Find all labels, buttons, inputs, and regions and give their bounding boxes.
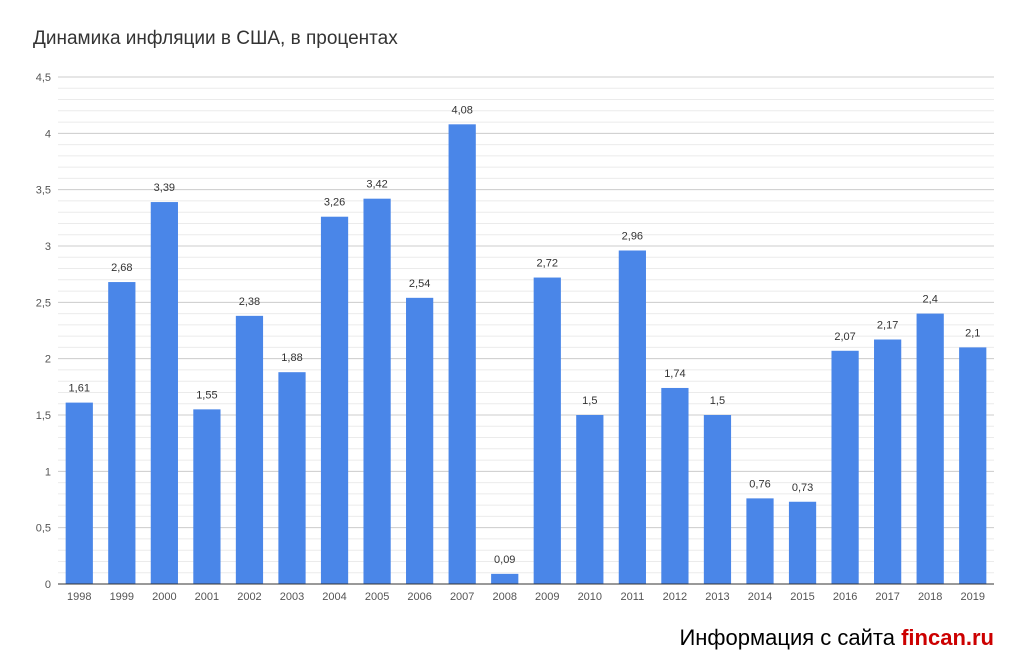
bar-1999[interactable] bbox=[108, 282, 136, 584]
bar-2015[interactable] bbox=[788, 501, 817, 584]
x-tick-label-2012: 2012 bbox=[663, 591, 687, 603]
bar-2005[interactable] bbox=[363, 198, 391, 584]
y-tick-label: 3 bbox=[45, 241, 51, 253]
bar-2003[interactable] bbox=[278, 372, 306, 584]
x-tick-label-2003: 2003 bbox=[280, 591, 304, 603]
data-label-2016: 2,07 bbox=[834, 331, 855, 343]
x-tick-label-2005: 2005 bbox=[365, 591, 389, 603]
data-label-2012: 1,74 bbox=[664, 368, 685, 380]
bar-2019[interactable] bbox=[959, 347, 987, 584]
y-axis-ticks: 0 0,5 1 1,5 2 2,5 3 3,5 4 4,5 bbox=[36, 72, 51, 591]
bar-2012[interactable] bbox=[661, 387, 689, 584]
bar-2000[interactable] bbox=[150, 202, 178, 584]
data-label-2001: 1,55 bbox=[196, 389, 217, 401]
data-label-2011: 2,96 bbox=[622, 231, 643, 243]
x-tick-label-2010: 2010 bbox=[578, 591, 602, 603]
x-tick-label-2016: 2016 bbox=[833, 591, 857, 603]
bar-2017[interactable] bbox=[874, 339, 902, 584]
data-label-2013: 1,5 bbox=[710, 395, 725, 407]
source-prefix: Информация с сайта bbox=[679, 625, 902, 650]
bar-2007[interactable] bbox=[448, 124, 476, 584]
source-site-link[interactable]: fincan.ru bbox=[901, 625, 994, 650]
x-tick-label-1998: 1998 bbox=[67, 591, 91, 603]
bar-2014[interactable] bbox=[746, 498, 774, 584]
x-tick-label-2007: 2007 bbox=[450, 591, 474, 603]
y-tick-label: 2,5 bbox=[36, 297, 51, 309]
y-tick-label: 1 bbox=[45, 466, 51, 478]
bar-2009[interactable] bbox=[533, 277, 561, 584]
x-tick-label-2006: 2006 bbox=[407, 591, 431, 603]
data-label-2009: 2,72 bbox=[537, 258, 558, 270]
x-tick-label-2014: 2014 bbox=[748, 591, 772, 603]
data-label-1999: 2,68 bbox=[111, 262, 132, 274]
x-tick-label-2000: 2000 bbox=[152, 591, 176, 603]
y-tick-label: 2 bbox=[45, 354, 51, 366]
x-tick-label-2015: 2015 bbox=[790, 591, 814, 603]
bar-2013[interactable] bbox=[703, 415, 732, 584]
x-tick-label-2019: 2019 bbox=[960, 591, 984, 603]
y-tick-label: 0,5 bbox=[36, 523, 51, 535]
data-label-2002: 2,38 bbox=[239, 296, 260, 308]
data-label-2018: 2,4 bbox=[923, 294, 938, 306]
data-label-2017: 2,17 bbox=[877, 320, 898, 332]
data-label-2008: 0,09 bbox=[494, 554, 515, 566]
data-label-1998: 1,61 bbox=[69, 383, 90, 395]
bar-2016[interactable] bbox=[831, 350, 859, 584]
x-tick-label-2011: 2011 bbox=[621, 591, 645, 603]
data-labels: 1,61 2,68 3,39 1,55 2,38 1,88 3,26 3,42 2,54 4,08… bbox=[69, 104, 981, 566]
data-label-2019: 2,1 bbox=[965, 327, 980, 339]
y-tick-label: 0 bbox=[45, 579, 51, 591]
data-label-2015: 0,73 bbox=[792, 482, 813, 494]
x-tick-label-2004: 2004 bbox=[322, 591, 346, 603]
bar-1998[interactable] bbox=[65, 402, 93, 584]
x-tick-label-2013: 2013 bbox=[705, 591, 729, 603]
y-tick-label: 4,5 bbox=[36, 72, 51, 84]
bar-2011[interactable] bbox=[618, 250, 646, 585]
x-tick-label-2009: 2009 bbox=[535, 591, 559, 603]
data-label-2004: 3,26 bbox=[324, 197, 345, 209]
bar-2006[interactable] bbox=[406, 297, 434, 584]
x-tick-label-2002: 2002 bbox=[237, 591, 261, 603]
x-axis-ticks: 1998 1999 2000 2001 2002 2003 2004 2005 2006 2007… bbox=[67, 591, 985, 603]
chart-title: Динамика инфляции в США, в процентах bbox=[33, 28, 398, 49]
bar-2010[interactable] bbox=[576, 415, 604, 584]
x-tick-label-1999: 1999 bbox=[110, 591, 134, 603]
x-tick-label-2017: 2017 bbox=[875, 591, 899, 603]
y-tick-label: 4 bbox=[45, 128, 51, 140]
bar-2004[interactable] bbox=[320, 216, 349, 584]
bar-2018[interactable] bbox=[916, 313, 944, 584]
x-tick-label-2001: 2001 bbox=[195, 591, 219, 603]
y-tick-label: 3,5 bbox=[36, 185, 51, 197]
x-tick-label-2018: 2018 bbox=[918, 591, 942, 603]
source-credit: Информация с сайта fincan.ru bbox=[679, 625, 994, 651]
bar-2001[interactable] bbox=[193, 409, 221, 584]
bar-2002[interactable] bbox=[235, 315, 264, 584]
data-label-2000: 3,39 bbox=[154, 182, 175, 194]
data-label-2010: 1,5 bbox=[582, 395, 597, 407]
x-tick-label-2008: 2008 bbox=[492, 591, 516, 603]
data-label-2005: 3,42 bbox=[366, 179, 387, 191]
bars bbox=[65, 124, 987, 585]
data-label-2003: 1,88 bbox=[281, 352, 302, 364]
data-label-2007: 4,08 bbox=[451, 104, 472, 116]
y-tick-label: 1,5 bbox=[36, 410, 51, 422]
data-label-2006: 2,54 bbox=[409, 278, 430, 290]
data-label-2014: 0,76 bbox=[749, 478, 770, 490]
bar-2008[interactable] bbox=[491, 573, 519, 584]
